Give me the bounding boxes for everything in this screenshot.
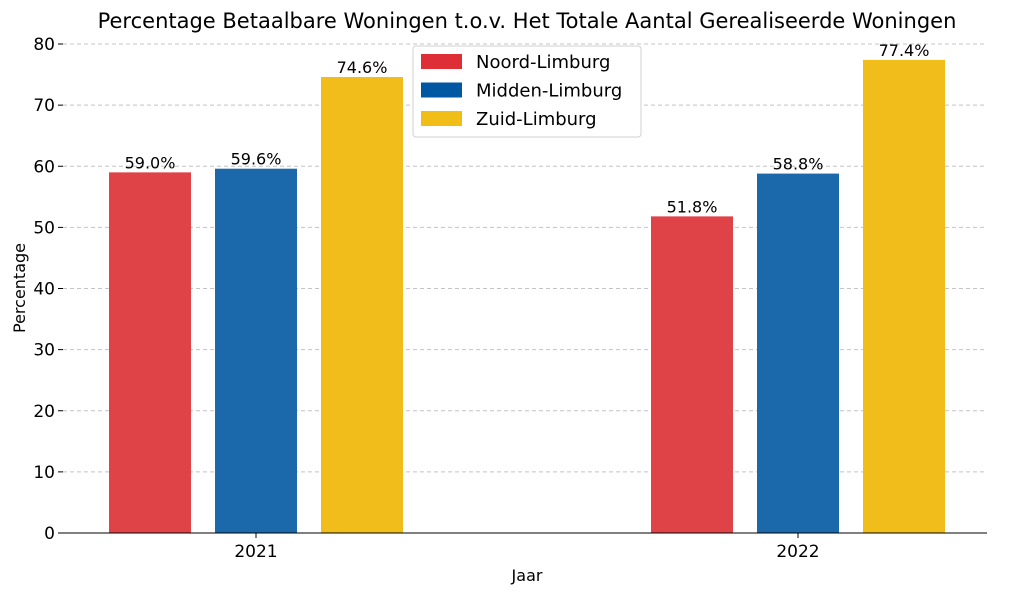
data-label: 74.6% bbox=[337, 58, 388, 77]
legend-swatch bbox=[421, 54, 462, 69]
y-axis-label: Percentage bbox=[10, 243, 29, 333]
legend-swatch bbox=[421, 111, 462, 126]
x-axis-ticks: 2021 2022 bbox=[234, 533, 820, 562]
legend: Noord-Limburg Midden-Limburg Zuid-Limburg bbox=[412, 45, 642, 138]
bar bbox=[321, 77, 403, 533]
y-tick-label: 60 bbox=[33, 157, 55, 177]
bars bbox=[109, 59, 945, 534]
y-tick-label: 20 bbox=[33, 402, 55, 422]
data-label: 77.4% bbox=[879, 41, 930, 60]
data-labels: 59.0% 51.8% 59.6% 58.8% 74.6% 77.4% bbox=[125, 41, 930, 216]
y-tick-label: 80 bbox=[33, 35, 55, 55]
y-tick-label: 10 bbox=[33, 463, 55, 483]
data-label: 59.0% bbox=[125, 153, 176, 172]
legend-label: Midden-Limburg bbox=[476, 81, 622, 102]
legend-box bbox=[412, 45, 642, 138]
x-tick-label: 2022 bbox=[776, 542, 819, 562]
y-tick-label: 30 bbox=[33, 341, 55, 361]
legend-label: Noord-Limburg bbox=[476, 52, 610, 73]
x-tick-label: 2021 bbox=[234, 542, 277, 562]
bar bbox=[757, 173, 839, 533]
y-tick-label: 70 bbox=[33, 96, 55, 116]
data-label: 59.6% bbox=[231, 150, 282, 169]
bar bbox=[863, 59, 945, 534]
data-label: 51.8% bbox=[667, 197, 718, 216]
bar bbox=[109, 172, 191, 534]
y-axis-ticks: 0 10 20 30 40 50 60 70 80 bbox=[33, 35, 63, 544]
chart-title: Percentage Betaalbare Woningen t.o.v. He… bbox=[98, 9, 957, 33]
y-tick-label: 50 bbox=[33, 218, 55, 238]
y-tick-label: 0 bbox=[44, 524, 55, 544]
legend-swatch bbox=[421, 82, 462, 98]
data-label: 58.8% bbox=[773, 155, 824, 174]
bar bbox=[215, 168, 297, 533]
x-axis-label: Jaar bbox=[511, 566, 543, 585]
legend-label: Zuid-Limburg bbox=[476, 109, 597, 130]
y-tick-label: 40 bbox=[33, 280, 55, 300]
bar bbox=[651, 216, 733, 533]
